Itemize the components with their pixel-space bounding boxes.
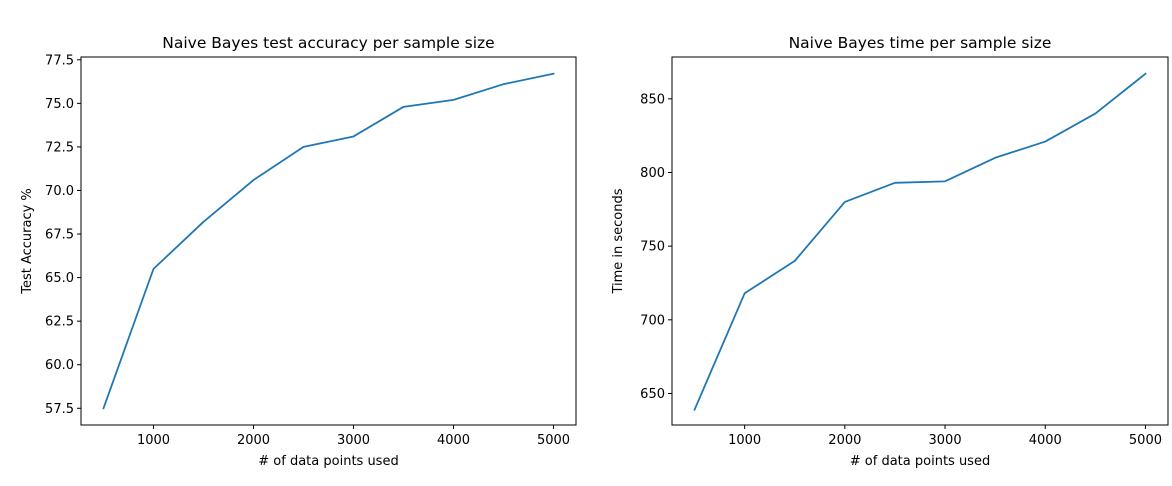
x-tick-label: 1000 xyxy=(728,433,761,448)
x-ticks: 1000 2000 3000 4000 5000 xyxy=(728,425,1162,448)
y-tick-label: 850 xyxy=(640,92,665,107)
x-tick-label: 5000 xyxy=(1129,433,1162,448)
y-tick-label: 800 xyxy=(640,166,665,181)
y-tick-label: 57.5 xyxy=(45,402,74,417)
accuracy-chart: Naive Bayes test accuracy per sample siz… xyxy=(20,34,577,469)
y-tick-label: 62.5 xyxy=(45,315,74,330)
chart-title: Naive Bayes test accuracy per sample siz… xyxy=(162,34,494,52)
series-group xyxy=(693,72,1147,411)
x-axis-label: # of data points used xyxy=(258,454,398,469)
x-tick-label: 3000 xyxy=(337,433,370,448)
y-tick-label: 700 xyxy=(640,313,665,328)
time-chart: Naive Bayes time per sample size 650 700 7… xyxy=(611,34,1169,469)
series-line-time xyxy=(693,72,1147,411)
chart-title: Naive Bayes time per sample size xyxy=(789,34,1052,52)
x-tick-label: 5000 xyxy=(537,433,570,448)
y-tick-label: 650 xyxy=(640,387,665,402)
x-tick-label: 2000 xyxy=(828,433,861,448)
y-tick-label: 75.0 xyxy=(45,97,74,112)
y-tick-label: 70.0 xyxy=(45,184,74,199)
y-tick-label: 67.5 xyxy=(45,228,74,243)
y-ticks: 650 700 750 800 850 xyxy=(640,92,672,402)
x-tick-label: 3000 xyxy=(929,433,962,448)
y-tick-label: 77.5 xyxy=(45,53,74,68)
axes-frame xyxy=(80,56,577,426)
y-tick-label: 750 xyxy=(640,240,665,255)
series-group xyxy=(102,72,555,410)
y-axis-label: Test Accuracy % xyxy=(20,188,35,295)
y-axis-label: Time in seconds xyxy=(611,188,626,294)
x-tick-label: 4000 xyxy=(437,433,470,448)
y-tick-label: 60.0 xyxy=(45,358,74,373)
x-tick-label: 2000 xyxy=(237,433,270,448)
y-ticks: 57.5 60.0 62.5 65.0 67.5 70.0 72.5 75.0 77.5 xyxy=(45,53,81,417)
x-axis-label: # of data points used xyxy=(850,454,990,469)
series-line-accuracy xyxy=(102,72,555,410)
x-tick-label: 1000 xyxy=(137,433,170,448)
y-tick-label: 72.5 xyxy=(45,140,74,155)
axes-frame xyxy=(671,56,1169,426)
x-ticks: 1000 2000 3000 4000 5000 xyxy=(137,425,570,448)
y-tick-label: 65.0 xyxy=(45,271,74,286)
x-tick-label: 4000 xyxy=(1029,433,1062,448)
